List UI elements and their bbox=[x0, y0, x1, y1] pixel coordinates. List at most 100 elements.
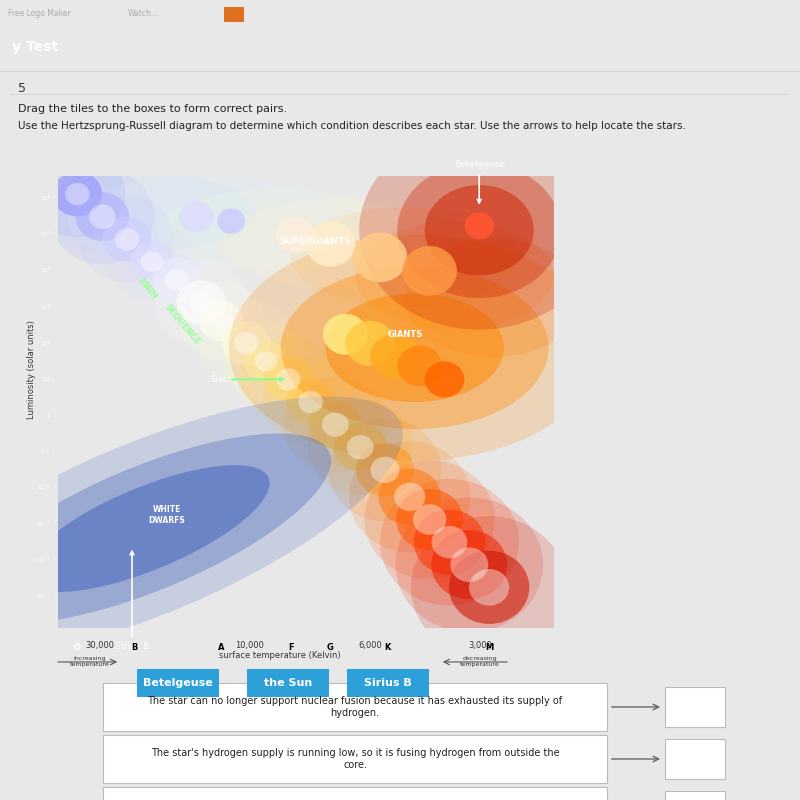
Ellipse shape bbox=[79, 196, 174, 282]
Ellipse shape bbox=[198, 300, 294, 386]
Text: increasing
temperature: increasing temperature bbox=[70, 656, 110, 667]
Text: Betelgeuse: Betelgeuse bbox=[454, 160, 505, 203]
Text: 10⁴: 10⁴ bbox=[40, 269, 50, 274]
Ellipse shape bbox=[411, 516, 567, 658]
Ellipse shape bbox=[365, 460, 494, 579]
Text: M: M bbox=[485, 642, 494, 652]
Ellipse shape bbox=[398, 346, 442, 386]
Ellipse shape bbox=[129, 237, 224, 323]
Ellipse shape bbox=[398, 162, 561, 298]
Ellipse shape bbox=[308, 400, 412, 494]
Ellipse shape bbox=[241, 336, 336, 423]
Ellipse shape bbox=[264, 357, 313, 402]
Text: 10: 10 bbox=[42, 377, 50, 382]
Text: surface temperature (Kelvin): surface temperature (Kelvin) bbox=[219, 651, 341, 660]
Ellipse shape bbox=[141, 252, 163, 272]
Text: Sirius B: Sirius B bbox=[115, 551, 149, 650]
Text: Sirius B: Sirius B bbox=[364, 678, 412, 688]
FancyBboxPatch shape bbox=[103, 683, 607, 731]
Ellipse shape bbox=[469, 569, 510, 606]
Ellipse shape bbox=[329, 418, 442, 522]
Ellipse shape bbox=[356, 443, 414, 496]
Ellipse shape bbox=[222, 198, 470, 289]
Ellipse shape bbox=[164, 269, 189, 291]
Ellipse shape bbox=[229, 234, 601, 461]
Ellipse shape bbox=[254, 351, 277, 371]
Text: 10,000: 10,000 bbox=[235, 641, 265, 650]
Ellipse shape bbox=[178, 281, 265, 360]
Ellipse shape bbox=[283, 377, 387, 472]
Ellipse shape bbox=[380, 479, 519, 606]
Ellipse shape bbox=[222, 322, 310, 401]
Text: Betelgeuse: Betelgeuse bbox=[143, 678, 213, 688]
Ellipse shape bbox=[241, 336, 336, 423]
Text: 5: 5 bbox=[18, 82, 26, 95]
Ellipse shape bbox=[411, 516, 567, 658]
Ellipse shape bbox=[222, 322, 310, 401]
Ellipse shape bbox=[323, 314, 367, 354]
Ellipse shape bbox=[450, 547, 488, 582]
Text: 1: 1 bbox=[46, 413, 50, 418]
Ellipse shape bbox=[414, 510, 485, 574]
Ellipse shape bbox=[378, 469, 441, 526]
Ellipse shape bbox=[346, 321, 395, 366]
Ellipse shape bbox=[102, 217, 151, 262]
Ellipse shape bbox=[276, 368, 301, 390]
Ellipse shape bbox=[179, 201, 214, 233]
Ellipse shape bbox=[349, 442, 470, 552]
Text: Sun: Sun bbox=[210, 375, 283, 384]
Text: 10³: 10³ bbox=[40, 305, 50, 310]
Ellipse shape bbox=[199, 300, 243, 341]
Text: F: F bbox=[288, 642, 294, 652]
Ellipse shape bbox=[263, 358, 358, 446]
Ellipse shape bbox=[241, 336, 336, 423]
Ellipse shape bbox=[308, 400, 412, 494]
Ellipse shape bbox=[395, 498, 543, 632]
Text: The star's hydrogen supply is running low, so it is fusing hydrogen from outside: The star's hydrogen supply is running lo… bbox=[150, 748, 559, 770]
Ellipse shape bbox=[30, 150, 125, 238]
Ellipse shape bbox=[359, 131, 599, 330]
Ellipse shape bbox=[405, 239, 583, 357]
Ellipse shape bbox=[263, 358, 358, 446]
Ellipse shape bbox=[353, 233, 407, 282]
FancyBboxPatch shape bbox=[310, 634, 350, 660]
Ellipse shape bbox=[276, 217, 315, 253]
Text: MAIN: MAIN bbox=[135, 277, 158, 302]
Text: O: O bbox=[74, 642, 81, 652]
Text: 30,000: 30,000 bbox=[86, 641, 114, 650]
Ellipse shape bbox=[109, 222, 195, 302]
Ellipse shape bbox=[218, 209, 245, 234]
Text: 10⁻³: 10⁻³ bbox=[37, 522, 50, 526]
FancyBboxPatch shape bbox=[103, 735, 607, 783]
FancyBboxPatch shape bbox=[58, 634, 98, 660]
Ellipse shape bbox=[154, 259, 249, 346]
Ellipse shape bbox=[50, 170, 154, 264]
Ellipse shape bbox=[222, 321, 270, 366]
Ellipse shape bbox=[309, 400, 362, 449]
Ellipse shape bbox=[154, 259, 249, 346]
Ellipse shape bbox=[370, 334, 420, 379]
Ellipse shape bbox=[365, 460, 494, 579]
Text: Watch...: Watch... bbox=[128, 9, 159, 18]
Ellipse shape bbox=[50, 170, 154, 264]
Ellipse shape bbox=[79, 196, 174, 282]
Ellipse shape bbox=[306, 222, 355, 266]
Ellipse shape bbox=[154, 259, 249, 346]
FancyBboxPatch shape bbox=[224, 7, 244, 22]
Ellipse shape bbox=[89, 205, 116, 229]
Ellipse shape bbox=[365, 460, 494, 579]
FancyBboxPatch shape bbox=[665, 687, 725, 727]
Text: 10²: 10² bbox=[40, 341, 50, 346]
FancyBboxPatch shape bbox=[347, 669, 429, 697]
Ellipse shape bbox=[349, 442, 470, 552]
Ellipse shape bbox=[402, 246, 457, 296]
Text: Use the Hertzsprung-Russell diagram to determine which condition describes each : Use the Hertzsprung-Russell diagram to d… bbox=[18, 121, 686, 131]
Ellipse shape bbox=[346, 435, 374, 459]
FancyBboxPatch shape bbox=[98, 634, 172, 660]
Ellipse shape bbox=[396, 489, 463, 550]
Text: Free Logo Maker: Free Logo Maker bbox=[8, 9, 70, 18]
Ellipse shape bbox=[8, 171, 256, 253]
Text: 3,000: 3,000 bbox=[468, 641, 492, 650]
Ellipse shape bbox=[109, 222, 195, 302]
FancyBboxPatch shape bbox=[172, 634, 271, 660]
